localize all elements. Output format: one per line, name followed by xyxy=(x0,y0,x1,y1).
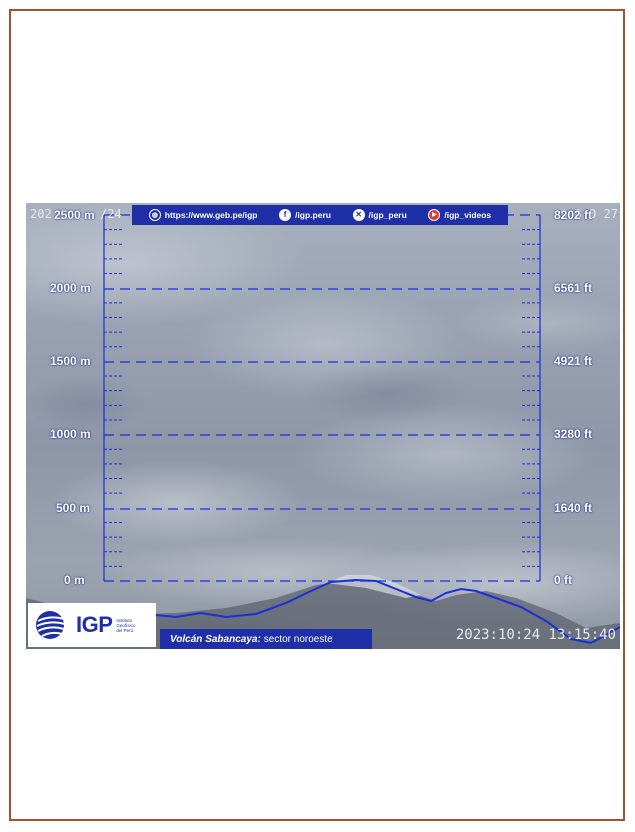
youtube-icon: ▶ xyxy=(428,209,441,221)
left-label-1500: 1500 m xyxy=(50,354,91,368)
timestamp-top-right: 9 8 0 27 xyxy=(560,207,618,221)
right-label-4921: 4921 ft xyxy=(554,354,593,368)
timestamp-top-left: 202 xyxy=(30,207,52,221)
minor-ticks xyxy=(104,229,540,567)
left-label-0: 0 m xyxy=(64,573,85,587)
igp-logo-text: IGP xyxy=(76,612,113,637)
youtube-link[interactable]: ▶ /igp_videos xyxy=(428,209,491,221)
right-label-6561: 6561 ft xyxy=(554,281,593,295)
terrain-profile-line xyxy=(155,578,620,645)
left-label-2500: 2500 m xyxy=(54,208,95,222)
facebook-link[interactable]: f /igp.peru xyxy=(279,209,331,221)
igp-logo-subtitle: Instituto Geofísico del Perú xyxy=(116,617,136,633)
cloud-layer xyxy=(26,203,620,649)
left-label-500: 500 m xyxy=(56,501,91,515)
igp-logo: IGP Instituto Geofísico del Perú xyxy=(28,603,156,647)
x-link[interactable]: ✕ /igp_peru xyxy=(352,209,407,221)
x-text: /igp_peru xyxy=(368,210,407,220)
volcano-name: Volcán Sabancaya: xyxy=(170,633,261,645)
facebook-text: /igp.peru xyxy=(295,210,331,220)
social-banner: ◍ https://www.geb.pe/igp f /igp.peru ✕ /… xyxy=(132,205,508,225)
website-text: https://www.geb.pe/igp xyxy=(164,210,258,220)
timestamp-top-left-tail: /24 xyxy=(100,207,122,221)
right-label-3280: 3280 ft xyxy=(554,427,593,441)
igp-globe-icon xyxy=(36,611,66,639)
website-link[interactable]: ◍ https://www.geb.pe/igp xyxy=(148,209,258,221)
globe-icon: ◍ xyxy=(148,209,161,221)
timestamp-bottom: 2023:10:24 13:15:40 xyxy=(455,627,616,643)
right-label-0ft: 0 ft xyxy=(554,573,572,587)
volcano-caption: Volcán Sabancaya: sector noroeste xyxy=(160,629,372,649)
altitude-scale-overlay xyxy=(103,214,620,645)
facebook-icon: f xyxy=(279,209,292,221)
youtube-text: /igp_videos xyxy=(444,210,492,220)
left-label-1000: 1000 m xyxy=(50,427,91,441)
webcam-image: 202 /24 9 8 0 27 ◍ https://www.geb.pe/ig… xyxy=(26,203,620,649)
left-label-2000: 2000 m xyxy=(50,281,91,295)
right-label-8202: 8202 ft xyxy=(554,208,593,222)
x-icon: ✕ xyxy=(352,209,365,221)
right-label-1640: 1640 ft xyxy=(554,501,593,515)
volcano-sector: sector noroeste xyxy=(263,633,333,645)
